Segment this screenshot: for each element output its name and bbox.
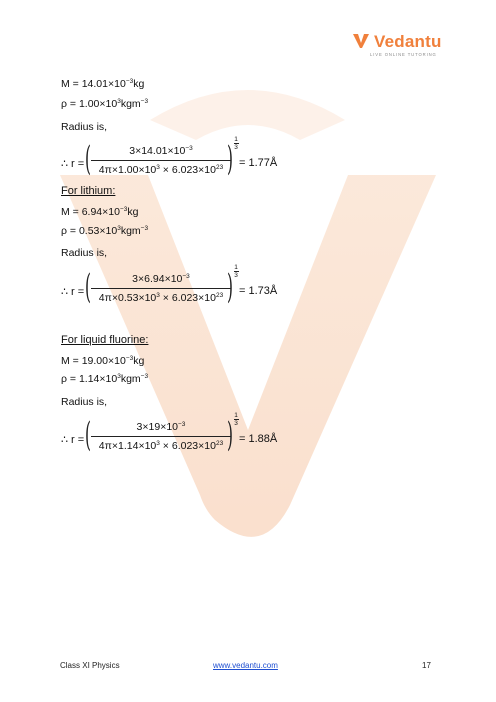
radius-formula: ∴ r = ( 3×6.94×10−3 4π×0.53×103 × 6.023×… [61, 264, 278, 307]
left-paren: ( [85, 139, 91, 179]
page-number: 17 [422, 661, 431, 670]
denominator: 4π×1.14×103 × 6.023×1023 [98, 440, 224, 452]
mass-line: M = 14.01×10−3kg [61, 78, 145, 90]
vedantu-v-icon [353, 34, 369, 48]
density-line: ρ = 1.00×103kgm−3 [61, 98, 149, 110]
denominator: 4π×1.00×103 × 6.023×1023 [98, 164, 224, 176]
right-paren: ) [227, 139, 233, 179]
radius-formula: ∴ r = ( 3×19×10−3 4π×1.14×103 × 6.023×10… [61, 412, 278, 455]
radius-label: Radius is, [61, 121, 108, 133]
density-line: ρ = 0.53×103kgm−3 [61, 225, 149, 237]
radius-label: Radius is, [61, 396, 108, 408]
result: = 1.77Å [239, 157, 278, 169]
mass-line: M = 19.00×10−3kg [61, 355, 145, 367]
mass-line: M = 6.94×10−3kg [61, 206, 139, 218]
brand-tagline: LIVE ONLINE TUTORING [370, 52, 437, 57]
footer-subject: Class XI Physics [60, 661, 120, 670]
lithium-heading: For lithium: [61, 185, 116, 197]
fluorine-heading: For liquid fluorine: [61, 334, 149, 346]
brand-name: Vedantu [374, 32, 442, 51]
denominator: 4π×0.53×103 × 6.023×1023 [98, 292, 224, 304]
radius-formula: ∴ r = ( 3×14.01×10−3 4π×1.00×103 × 6.023… [61, 136, 278, 179]
numerator: 3×6.94×10−3 [132, 273, 190, 285]
vedantu-logo: Vedantu LIVE ONLINE TUTORING [352, 30, 444, 64]
result: = 1.88Å [239, 433, 278, 445]
fraction-bar [91, 160, 231, 161]
numerator: 3×19×10−3 [136, 421, 186, 433]
radius-label: Radius is, [61, 247, 108, 259]
fraction-bar [91, 288, 231, 289]
footer-website-link[interactable]: www.vedantu.com [213, 661, 278, 670]
fraction-bar [91, 436, 231, 437]
result: = 1.73Å [239, 285, 278, 297]
density-line: ρ = 1.14×103kgm−3 [61, 373, 149, 385]
numerator: 3×14.01×10−3 [129, 145, 193, 157]
